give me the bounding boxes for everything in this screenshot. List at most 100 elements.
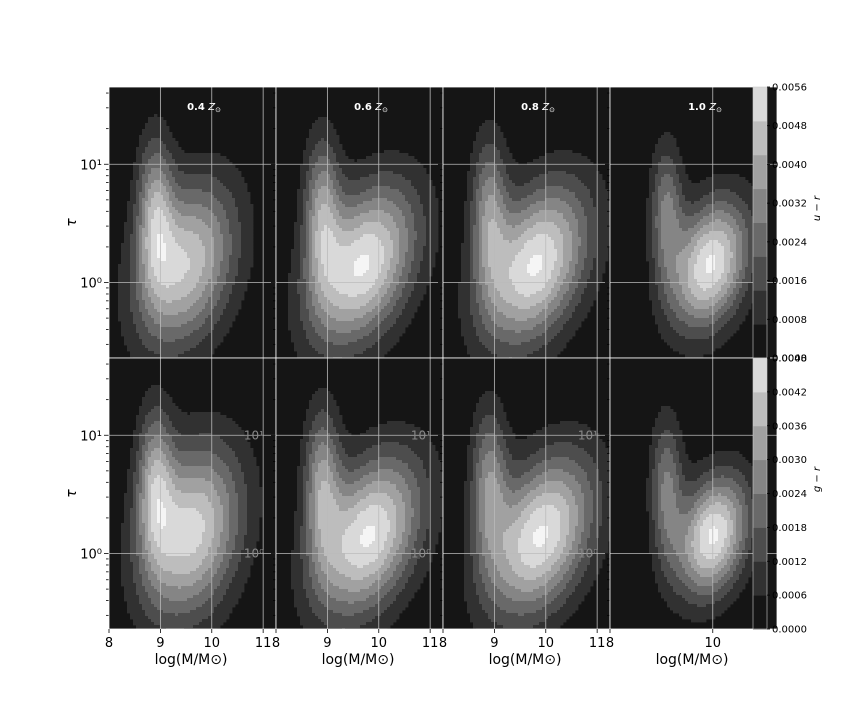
- contour-cell: [351, 240, 355, 244]
- contour-cell: [220, 237, 224, 241]
- contour-cell: [360, 231, 364, 235]
- contour-cell: [429, 261, 433, 265]
- contour-cell: [223, 306, 227, 310]
- contour-cell: [166, 348, 170, 352]
- contour-cell: [309, 141, 313, 145]
- contour-cell: [387, 153, 391, 157]
- contour-cell: [354, 246, 358, 250]
- contour-cell: [217, 273, 221, 277]
- contour-cell: [378, 222, 382, 226]
- contour-cell: [396, 258, 400, 262]
- contour-cell: [163, 201, 167, 205]
- contour-cell: [405, 282, 409, 286]
- contour-cell: [145, 219, 149, 223]
- contour-cell: [196, 261, 200, 265]
- contour-cell: [190, 288, 194, 292]
- contour-cell: [399, 183, 403, 187]
- contour-cell: [402, 258, 406, 262]
- contour-cell: [435, 216, 439, 220]
- contour-cell: [199, 231, 203, 235]
- contour-cell: [130, 183, 134, 187]
- contour-cell: [211, 255, 215, 259]
- contour-cell: [306, 279, 310, 283]
- contour-cell: [208, 198, 212, 202]
- contour-cell: [378, 174, 382, 178]
- contour-cell: [154, 255, 158, 259]
- contour-cell: [169, 327, 173, 331]
- contour-cell: [238, 216, 242, 220]
- contour-cell: [232, 243, 236, 247]
- contour-cell: [360, 189, 364, 193]
- contour-cell: [223, 294, 227, 298]
- contour-cell: [363, 207, 367, 211]
- contour-cell: [199, 276, 203, 280]
- contour-cell: [223, 258, 227, 262]
- contour-cell: [336, 267, 340, 271]
- contour-cell: [199, 204, 203, 208]
- contour-cell: [151, 180, 155, 184]
- contour-cell: [235, 243, 239, 247]
- contour-cell: [172, 174, 176, 178]
- contour-cell: [330, 147, 334, 151]
- contour-cell: [342, 222, 346, 226]
- contour-cell: [306, 231, 310, 235]
- contour-cell: [324, 252, 328, 256]
- contour-cell: [303, 189, 307, 193]
- contour-cell: [348, 231, 352, 235]
- contour-cell: [205, 210, 209, 214]
- contour-cell: [309, 162, 313, 166]
- contour-cell: [211, 174, 215, 178]
- contour-cell: [303, 237, 307, 241]
- contour-cell: [142, 297, 146, 301]
- contour-cell: [420, 201, 424, 205]
- contour-cell: [241, 279, 245, 283]
- contour-cell: [363, 237, 367, 241]
- contour-cell: [348, 192, 352, 196]
- contour-cell: [232, 270, 236, 274]
- contour-cell: [321, 240, 325, 244]
- contour-cell: [345, 240, 349, 244]
- contour-cell: [312, 168, 316, 172]
- contour-cell: [205, 276, 209, 280]
- contour-cell: [321, 180, 325, 184]
- contour-cell: [306, 174, 310, 178]
- contour-cell: [420, 231, 424, 235]
- contour-cell: [160, 147, 164, 151]
- contour-cell: [318, 264, 322, 268]
- contour-cell: [297, 261, 301, 265]
- contour-cell: [175, 186, 179, 190]
- contour-cell: [232, 312, 236, 316]
- contour-cell: [339, 171, 343, 175]
- contour-cell: [232, 222, 236, 226]
- contour-cell: [163, 153, 167, 157]
- contour-cell: [342, 207, 346, 211]
- contour-cell: [384, 252, 388, 256]
- contour-cell: [226, 306, 230, 310]
- contour-cell: [429, 273, 433, 277]
- contour-cell: [172, 204, 176, 208]
- contour-cell: [411, 231, 415, 235]
- contour-cell: [318, 168, 322, 172]
- contour-cell: [214, 210, 218, 214]
- contour-cell: [390, 276, 394, 280]
- contour-cell: [157, 201, 161, 205]
- contour-cell: [363, 213, 367, 217]
- contour-cell: [142, 234, 146, 238]
- contour-cell: [309, 156, 313, 160]
- contour-cell: [333, 273, 337, 277]
- contour-cell: [175, 168, 179, 172]
- contour-cell: [223, 261, 227, 265]
- contour-cell: [121, 327, 125, 331]
- contour-cell: [178, 264, 182, 268]
- contour-cell: [118, 267, 122, 271]
- contour-cell: [235, 249, 239, 253]
- contour-cell: [172, 171, 176, 175]
- contour-cell: [220, 162, 224, 166]
- contour-cell: [142, 285, 146, 289]
- contour-cell: [241, 291, 245, 295]
- contour-cell: [190, 294, 194, 298]
- contour-cell: [133, 231, 137, 235]
- contour-cell: [124, 309, 128, 313]
- contour-cell: [190, 243, 194, 247]
- contour-cell: [336, 273, 340, 277]
